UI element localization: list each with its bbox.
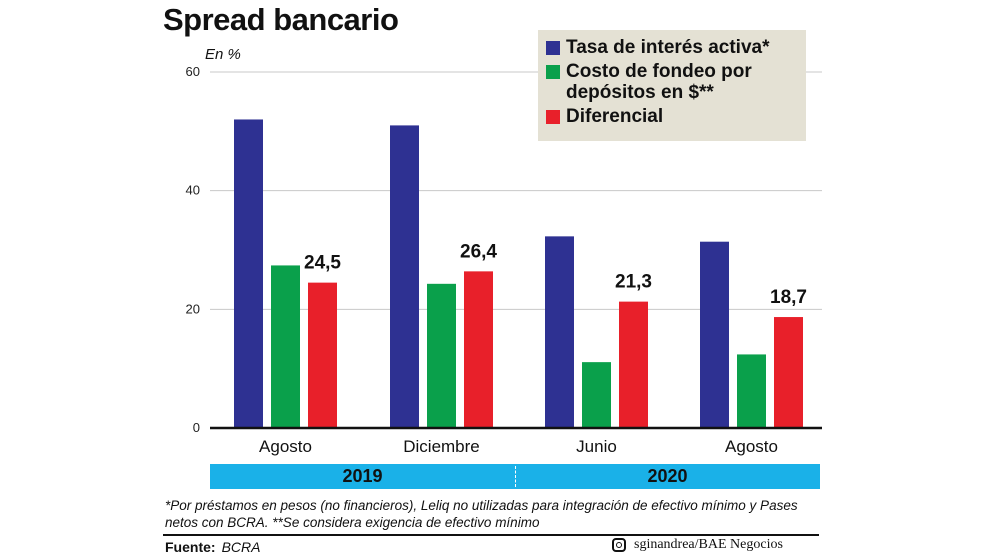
source: Fuente: BCRA: [165, 539, 260, 555]
legend-label: Diferencial: [566, 106, 664, 127]
bar: [774, 317, 803, 428]
source-value: BCRA: [221, 539, 261, 555]
bar: [427, 283, 456, 428]
legend-swatch: [546, 41, 560, 55]
data-label: 26,4: [460, 241, 497, 262]
legend-item-costo: Costo de fondeo por depósitos en $**: [546, 61, 798, 103]
bar: [582, 362, 611, 428]
legend-label: Costo de fondeo por depósitos en $**: [566, 61, 752, 103]
bar: [737, 354, 766, 428]
bar: [464, 271, 493, 428]
bar: [308, 282, 337, 428]
year-2019: 2019: [342, 466, 383, 486]
y-tick-label: 40: [186, 183, 200, 198]
bar: [390, 125, 419, 429]
y-tick-label: 60: [186, 64, 200, 79]
y-tick-label: 0: [193, 420, 200, 435]
x-tick-label: Diciembre: [403, 437, 480, 456]
bar: [700, 241, 729, 428]
x-tick-label: Agosto: [259, 437, 312, 456]
bar: [619, 301, 648, 428]
legend-item-diferencial: Diferencial: [546, 106, 798, 127]
credit: sginandrea/BAE Negocios: [612, 537, 783, 553]
legend-item-tasa: Tasa de interés activa*: [546, 37, 798, 58]
legend-label: Tasa de interés activa*: [566, 37, 770, 58]
data-label: 24,5: [304, 253, 341, 274]
year-band: 2019 2020: [210, 464, 820, 489]
y-tick-label: 20: [186, 301, 200, 316]
data-label: 18,7: [770, 287, 807, 308]
legend-swatch: [546, 110, 560, 124]
x-tick-label: Agosto: [725, 437, 778, 456]
footnote: *Por préstamos en pesos (no financieros)…: [165, 498, 798, 530]
legend: Tasa de interés activa* Costo de fondeo …: [538, 30, 806, 141]
data-label: 21,3: [615, 272, 652, 293]
source-label: Fuente:: [165, 539, 216, 555]
chart-title: Spread bancario: [163, 2, 399, 37]
instagram-icon: [612, 538, 626, 552]
legend-swatch: [546, 65, 560, 79]
year-2020: 2020: [647, 466, 688, 486]
year-divider: [515, 466, 516, 487]
credit-text: sginandrea/BAE Negocios: [634, 537, 783, 552]
bar: [545, 236, 574, 428]
footer-divider: [163, 534, 819, 536]
bar: [271, 265, 300, 428]
x-tick-label: Junio: [576, 437, 617, 456]
y-axis-unit: En %: [205, 46, 241, 63]
bar: [234, 119, 263, 428]
